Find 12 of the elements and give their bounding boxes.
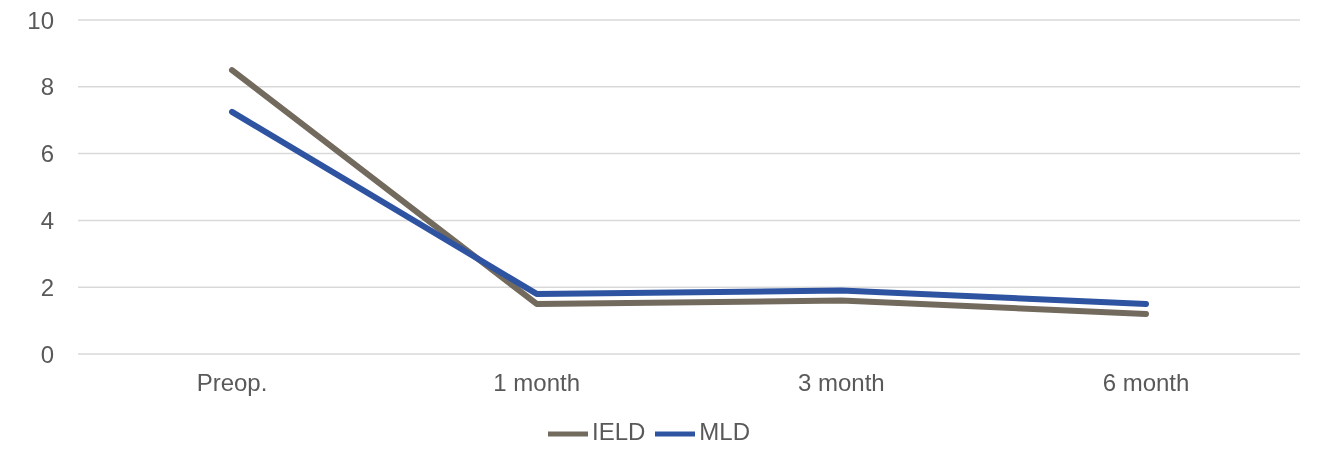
- y-tick-label: 10: [27, 6, 54, 34]
- x-tick-label: 1 month: [493, 369, 581, 397]
- y-tick-label: 6: [40, 140, 54, 168]
- legend-label: IELD: [591, 418, 646, 446]
- y-tick-label: 4: [40, 206, 54, 234]
- y-tick-label: 2: [40, 273, 54, 301]
- y-tick-label: 0: [40, 340, 54, 368]
- y-tick-label: 8: [40, 73, 54, 101]
- legend-label: MLD: [699, 418, 751, 446]
- x-tick-label: Preop.: [196, 369, 268, 397]
- x-tick-label: 3 month: [797, 369, 885, 397]
- x-tick-label: 6 month: [1102, 369, 1190, 397]
